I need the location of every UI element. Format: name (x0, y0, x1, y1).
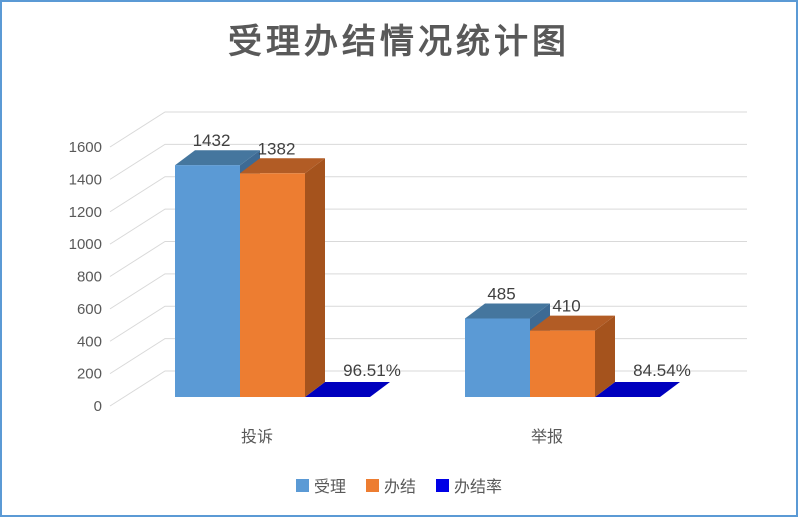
gridline-600 (109, 273, 747, 310)
bar-s1-c1 (530, 315, 615, 397)
data-label-s0-c0: 1432 (193, 131, 231, 150)
bar-s0-c0-top (175, 150, 260, 166)
gridline-1200 (109, 176, 747, 213)
legend: 受理 办结 办结率 (2, 473, 796, 497)
bar-s0-c1-front (465, 318, 530, 397)
y-tick-label-0: 0 (94, 398, 102, 415)
y-tick-label-200: 200 (77, 366, 102, 383)
y-tick-label-600: 600 (77, 301, 102, 318)
bar-s0-c1-top (465, 303, 550, 319)
y-tick-label-1600: 1600 (69, 139, 102, 156)
legend-item-0: 受理 (295, 473, 346, 497)
category-label-1: 举报 (531, 428, 563, 446)
data-label-s1-c0: 1382 (258, 139, 296, 158)
category-labels: 投诉 举报 (241, 428, 563, 446)
legend-swatch-icon (295, 478, 309, 492)
bar-s1-c1-front (530, 330, 595, 397)
y-axis-labels: 0 200 400 600 800 1000 1200 1400 1600 (69, 139, 102, 415)
category-label-0: 投诉 (241, 428, 273, 446)
bar-s1-c1-side (595, 315, 615, 397)
legend-swatch-icon (365, 478, 379, 492)
gridline-400 (109, 305, 747, 342)
bar-rate-0 (305, 382, 390, 397)
y-tick-label-800: 800 (77, 269, 102, 286)
legend-item-2: 办结率 (436, 473, 502, 497)
data-labels: 1432 1382 96.51% 485 410 84.54% (193, 131, 691, 380)
legend-item-1: 办结 (365, 473, 416, 497)
gridline-800 (109, 241, 747, 277)
legend-label-0: 受理 (313, 479, 346, 496)
chart-title: 受理办结情况统计图 (228, 22, 570, 62)
data-label-s1-c1: 410 (552, 297, 580, 316)
data-label-s2-c0: 96.51% (343, 361, 401, 380)
legend-label-1: 办结 (383, 479, 416, 496)
gridline-1400 (109, 143, 747, 180)
legend-swatch-icon (436, 478, 449, 492)
gridline-1600 (109, 111, 747, 148)
y-tick-label-1200: 1200 (69, 204, 102, 221)
bar-s1-c0-front (240, 173, 305, 397)
plot-area (175, 150, 680, 397)
bar-s1-c0 (240, 158, 325, 397)
bar-rate-1 (595, 382, 680, 397)
bar-s0-c0-front (175, 165, 240, 397)
y-tick-label-1000: 1000 (69, 236, 102, 253)
gridlines (109, 111, 747, 407)
bar-s1-c0-top (240, 158, 325, 174)
data-label-s0-c1: 485 (487, 284, 515, 303)
data-label-s2-c1: 84.54% (633, 361, 691, 380)
gridline-1000 (109, 208, 747, 245)
y-tick-label-400: 400 (77, 333, 102, 350)
y-tick-label-1400: 1400 (69, 171, 102, 188)
bar-s1-c0-side (305, 158, 325, 397)
legend-label-2: 办结率 (454, 479, 503, 496)
bar-s1-c1-top (530, 315, 615, 331)
